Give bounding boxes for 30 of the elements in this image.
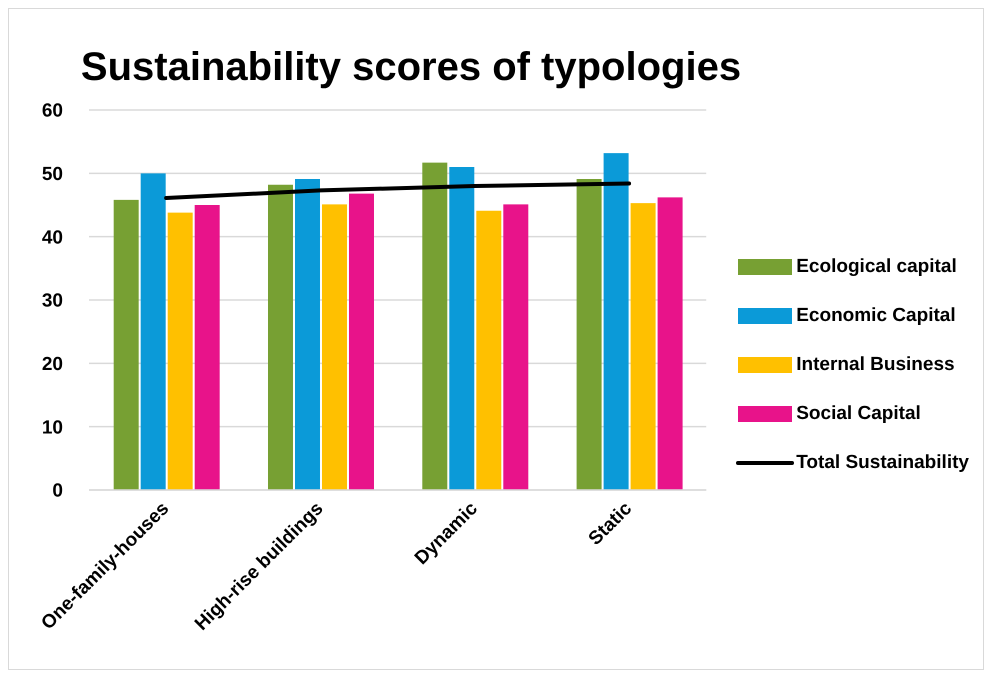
bar: [294, 179, 320, 490]
bar: [630, 203, 656, 490]
chart-title: Sustainability scores of typologies: [80, 45, 742, 90]
bar: [322, 204, 347, 490]
bar: [658, 197, 683, 490]
legend-label: Economic Capital: [796, 305, 956, 327]
bar: [476, 210, 502, 490]
bar: [168, 212, 193, 490]
y-tick-label: 60: [42, 100, 63, 122]
bar: [604, 153, 629, 490]
bar: [268, 184, 293, 490]
line-series: [164, 181, 632, 200]
bar: [449, 167, 474, 490]
bar: [503, 204, 528, 490]
bar: [114, 200, 139, 490]
y-tick-label: 50: [42, 164, 63, 186]
bar: [576, 179, 602, 490]
legend-label: Total Sustainability: [796, 452, 969, 474]
bar: [348, 194, 374, 490]
bar: [194, 205, 220, 490]
legend-label: Ecological capital: [796, 256, 957, 278]
bar: [140, 173, 166, 490]
bar: [422, 162, 448, 490]
legend-label: Social Capital: [796, 403, 921, 425]
y-tick-label: 0: [52, 480, 63, 502]
legend-label: Internal Business: [796, 354, 955, 376]
y-tick-label: 30: [42, 290, 63, 312]
y-tick-label: 40: [42, 227, 63, 248]
y-tick-label: 10: [42, 417, 63, 438]
y-tick-label: 20: [42, 354, 63, 376]
